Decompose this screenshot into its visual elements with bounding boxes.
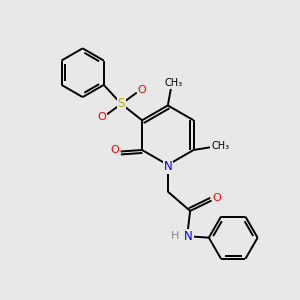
Text: O: O: [212, 193, 221, 202]
Text: N: N: [184, 230, 193, 243]
Text: O: O: [110, 145, 119, 155]
Text: O: O: [137, 85, 146, 95]
Text: H: H: [170, 231, 179, 241]
Text: O: O: [98, 112, 106, 122]
Text: N: N: [164, 160, 172, 173]
Text: CH₃: CH₃: [211, 140, 230, 151]
Text: CH₃: CH₃: [164, 77, 182, 88]
Text: S: S: [118, 98, 125, 110]
